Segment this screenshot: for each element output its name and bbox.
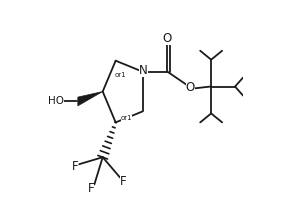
Text: HO: HO [48,97,64,106]
Polygon shape [78,92,103,106]
Text: or1: or1 [115,72,127,78]
Text: or1: or1 [121,115,132,121]
Text: O: O [163,32,172,45]
Text: O: O [186,81,195,94]
Text: F: F [120,175,127,188]
Text: N: N [139,64,148,77]
Text: F: F [71,160,78,173]
Text: F: F [88,181,94,195]
